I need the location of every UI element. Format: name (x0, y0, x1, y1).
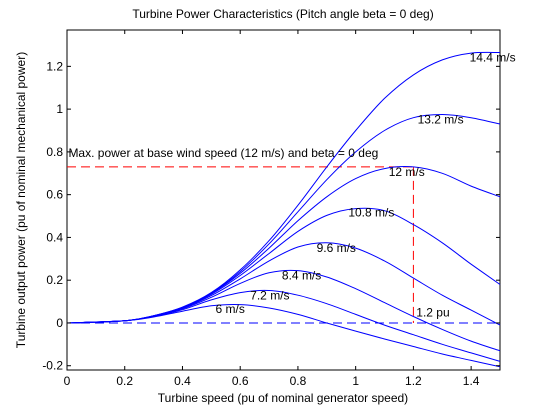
series-label-1: 6 m/s (216, 302, 245, 316)
y-tick-label: 0.2 (46, 273, 63, 287)
series-line-1 (66, 303, 501, 368)
series-label-2: 7.2 m/s (250, 288, 289, 302)
y-tick-label: 0.4 (46, 230, 63, 244)
series-labels: 6 m/s 7.2 m/s 8.4 m/s 9.6 m/s 10.8 m/s 12 m/s… (216, 50, 516, 316)
y-tick-label: 1 (56, 102, 63, 116)
y-tick-label: 0 (56, 316, 63, 330)
series-label-8: 14.4 m/s (470, 50, 516, 64)
series-line-8 (66, 51, 501, 324)
chart-title: Turbine Power Characteristics (Pitch ang… (132, 7, 433, 21)
y-tick-label: 0.6 (46, 188, 63, 202)
max-power-annotation: Max. power at base wind speed (12 m/s) a… (68, 146, 378, 160)
y-axis-ticks: -0.2 0 0.2 0.4 0.6 0.8 1 1.2 (42, 59, 500, 373)
x-tick-label: 0.2 (116, 374, 133, 388)
series-lines (66, 51, 501, 368)
y-axis-label: Turbine output power (pu of nominal mech… (14, 52, 28, 348)
x-tick-label: 1.2 (405, 374, 422, 388)
x-tick-label: 0 (64, 374, 71, 388)
y-tick-label: 1.2 (46, 59, 63, 73)
x-axis-label: Turbine speed (pu of nominal generator s… (158, 391, 408, 405)
series-label-6: 12 m/s (389, 165, 425, 179)
axes-box (66, 29, 501, 371)
x-tick-label: 0.6 (232, 374, 249, 388)
x-axis-ticks: 0 0.2 0.4 0.6 0.8 1 1.2 1.4 (64, 30, 480, 388)
speed-annotation: 1.2 pu (416, 306, 449, 320)
x-tick-label: 1.4 (463, 374, 480, 388)
series-label-4: 9.6 m/s (317, 241, 356, 255)
x-tick-label: 0.8 (290, 374, 307, 388)
y-tick-label: -0.2 (42, 359, 63, 373)
series-label-5: 10.8 m/s (348, 205, 394, 219)
x-tick-label: 1 (352, 374, 359, 388)
y-tick-label: 0.8 (46, 145, 63, 159)
series-label-3: 8.4 m/s (282, 269, 321, 283)
plot-area (66, 29, 501, 371)
x-tick-label: 0.4 (174, 374, 191, 388)
reference-lines (67, 166, 500, 324)
series-label-7: 13.2 m/s (418, 112, 464, 126)
